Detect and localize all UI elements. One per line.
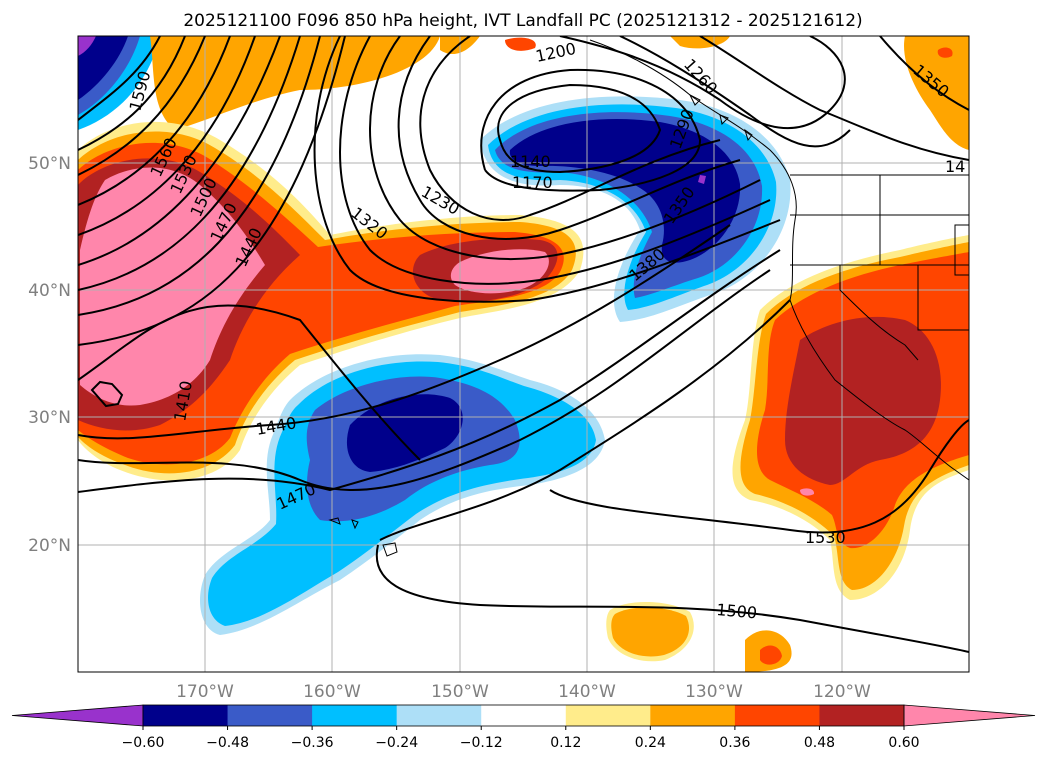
contour-label: 14 [945,157,965,176]
colorbar-extend-low [11,704,144,727]
lon-label: 150°W [431,682,489,702]
colorbar: −0.60 −0.48 −0.36 −0.24 −0.12 0.12 0.24 0.36 0.4… [11,704,1036,751]
lon-label: 140°W [558,682,616,702]
colorbar-tick-label: 0.36 [719,735,750,751]
colorbar-frame [142,704,905,727]
lon-label: 130°W [685,682,743,702]
colorbar-segment [396,705,482,726]
colorbar-segment [565,705,651,726]
longitude-labels: 170°W 160°W 150°W 140°W 130°W 120°W [176,682,871,702]
lat-label: 20°N [28,536,71,556]
contour-label: 1170 [512,173,553,192]
lon-label: 120°W [813,682,871,702]
colorbar-tick-label: −0.24 [375,735,418,751]
plot-area: 1590 1560 1530 1500 1470 1440 1410 1320 … [78,36,969,672]
colorbar-extend-high [903,704,1036,727]
lat-label: 50°N [28,154,71,174]
lon-label: 170°W [176,682,234,702]
colorbar-segment [650,705,736,726]
contour-label: 1500 [716,600,758,622]
colorbar-segment [734,705,820,726]
colorbar-tick-label: −0.48 [206,735,249,751]
height-contours [78,36,969,653]
contour-label: 1140 [510,152,551,171]
colorbar-segment [227,705,313,726]
plot-frame [77,35,970,673]
colorbar-tick-label: 0.60 [888,735,919,751]
colorbar-segment [819,705,905,726]
map-title: 2025121100 F096 850 hPa height, IVT Land… [183,11,862,31]
ne-positive-region [904,36,969,150]
contour-label: 1530 [805,528,846,547]
colorbar-segment [481,705,567,726]
lat-label: 30°N [28,408,71,428]
colorbar-tick-label: −0.60 [122,735,165,751]
colorbar-tick-label: 0.48 [804,735,835,751]
lat-label: 40°N [28,281,71,301]
colorbar-tick-label: −0.36 [291,735,334,751]
colorbar-segment [143,705,229,726]
colorbar-tick-label: 0.12 [550,735,581,751]
colorbar-tick-label: −0.12 [460,735,503,751]
gulf-negative-core [509,119,741,263]
colorbar-segment [312,705,398,726]
colorbar-tick-label: 0.24 [635,735,666,751]
latitude-labels: 50°N 40°N 30°N 20°N [28,154,71,556]
coastlines [328,39,969,557]
lon-label: 160°W [303,682,361,702]
